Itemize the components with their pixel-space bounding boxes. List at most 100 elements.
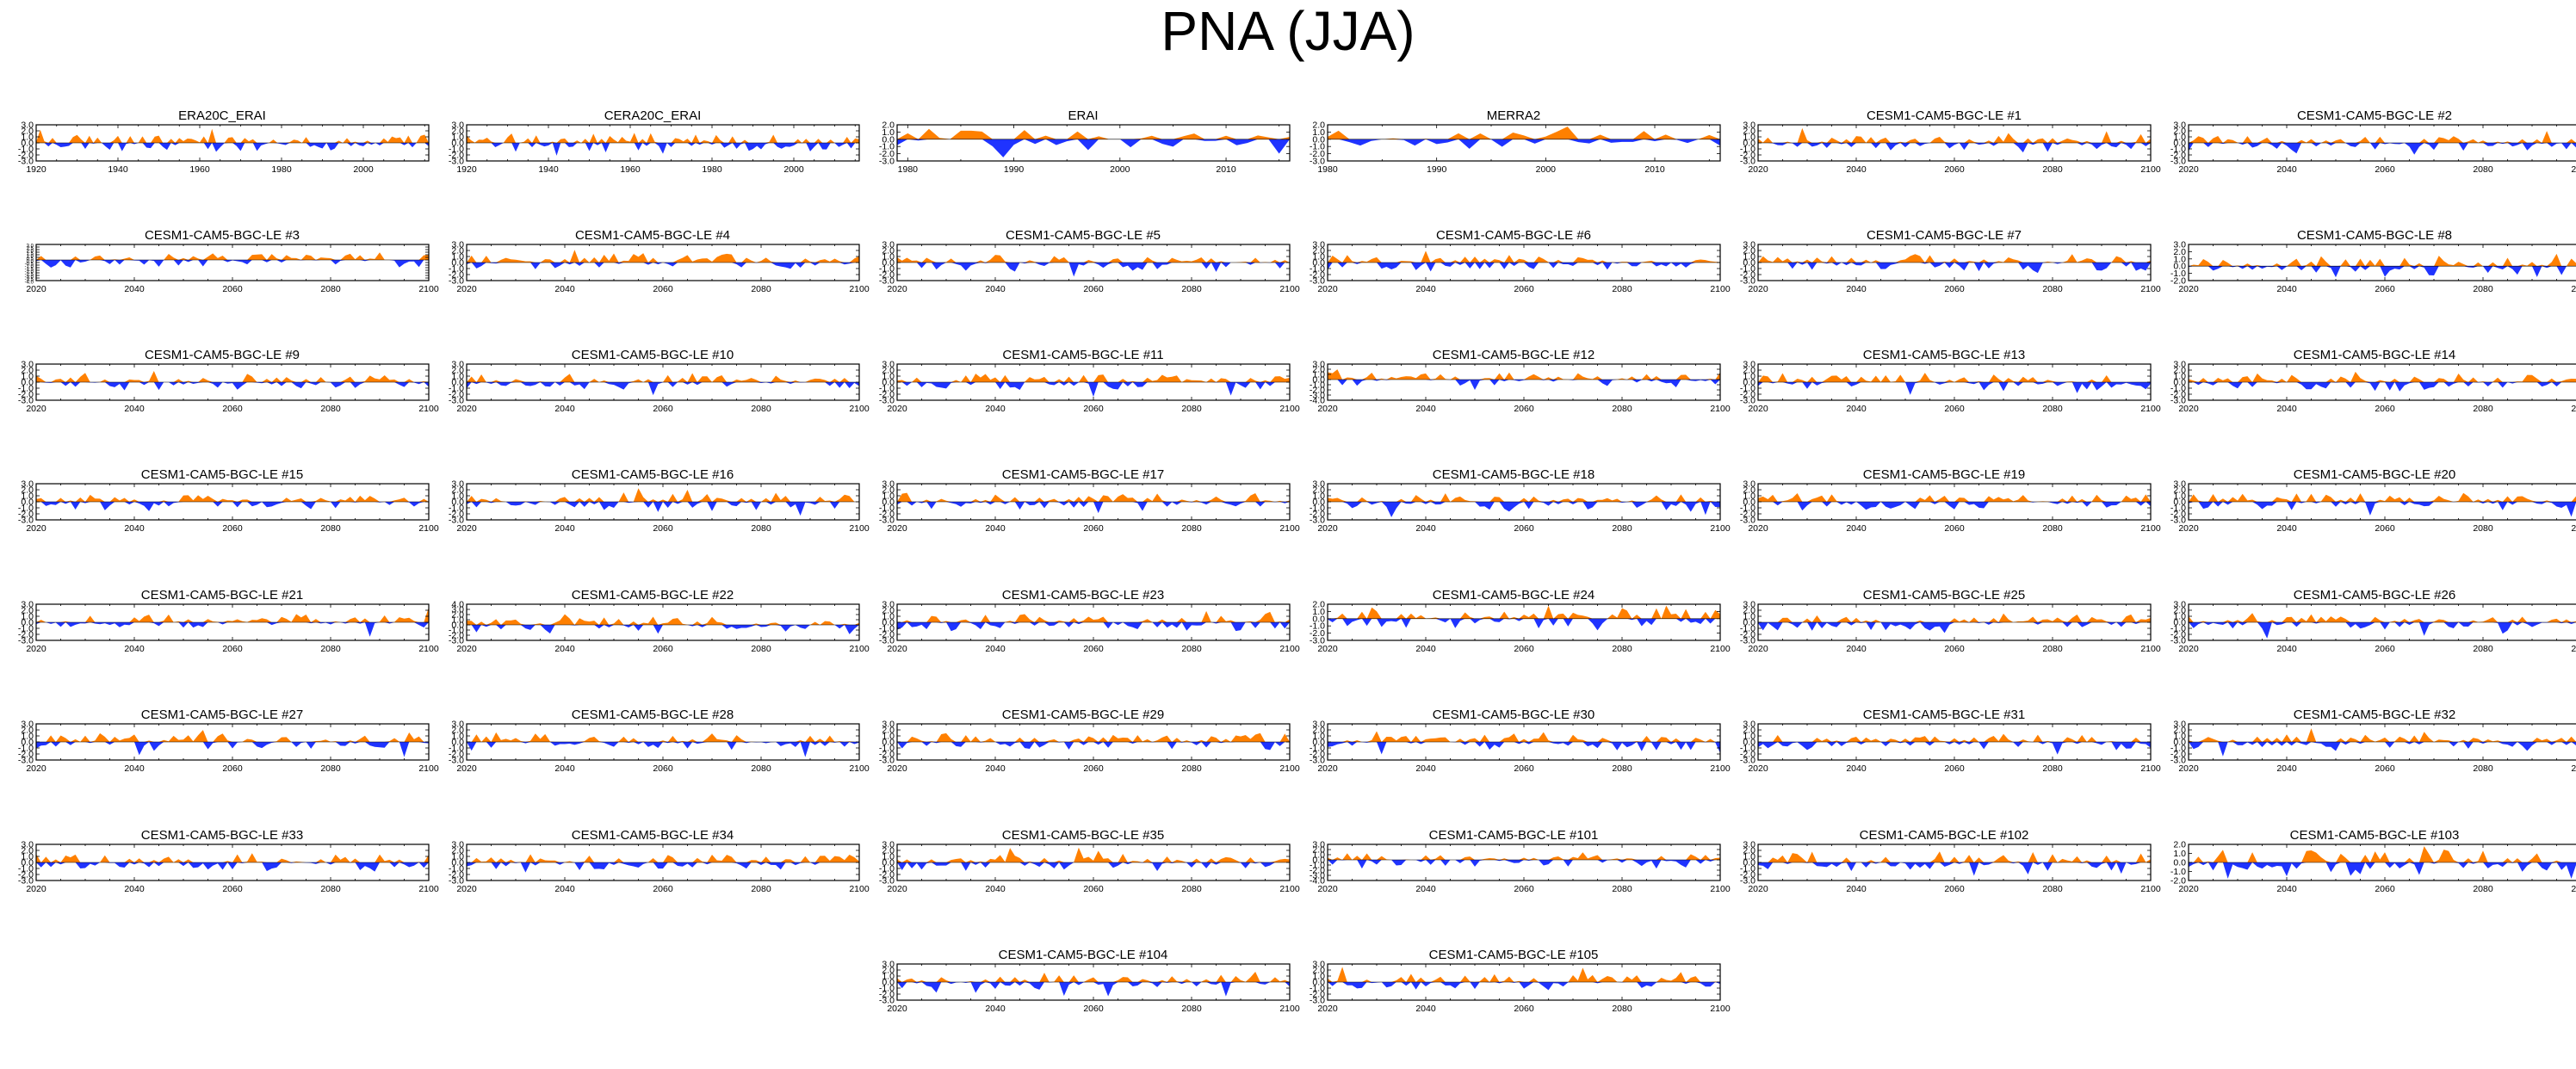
timeseries-chart: 2020 2040 2060 2080 2100 3.02.01.00.0-1.0-2.0… [1740,120,2161,176]
negative-area [1328,860,1720,869]
y-tick-label: 0.0 [21,858,34,868]
x-tick-label: 2040 [985,763,1006,774]
x-tick-label: 2080 [1612,404,1632,414]
y-tick-label: -3.0 [2170,157,2186,167]
chart-panel: CESM1-CAM5-BGC-LE #22 2020 2040 2060 2080 210… [439,589,870,661]
y-tick-label: 0.0 [882,738,895,748]
x-tick-label: 2040 [985,884,1006,894]
negative-area [2189,742,2576,757]
chart-panel: CESM1-CAM5-BGC-LE #32 2020 2040 2060 2080 210… [2161,708,2576,781]
y-tick-label: 1.0 [1743,852,1756,862]
negative-area [467,502,859,516]
timeseries-chart: 2020 2040 2060 2080 2100 3.02.01.00.0-1.0-2.0… [1310,960,1731,1015]
y-tick-label: 0.0 [1743,139,1756,149]
y-tick-label: -2.0 [2170,276,2186,287]
negative-area [2189,266,2576,278]
timeseries-chart: 2020 2040 2060 2080 2100 3.02.01.00.0-1.0-2.0… [2170,600,2576,654]
x-tick-label: 2060 [653,763,673,774]
x-tick-label: 2020 [456,763,477,774]
panel-title: CESM1-CAM5-BGC-LE #32 [2293,708,2456,722]
x-tick-label: 2100 [1710,644,1731,654]
timeseries-chart: 2020 2040 2060 2080 2100 3.02.01.00.0-1.0-2.0… [449,720,870,775]
x-tick-label: 2080 [2473,284,2493,294]
y-tick-label: -3.5 [25,278,34,283]
positive-area [467,373,859,382]
y-tick-label: 3.0 [21,120,34,131]
y-tick-label: 0.0 [882,618,895,628]
y-tick-label: 1.0 [451,491,464,502]
panel-title: CESM1-CAM5-BGC-LE #33 [140,828,304,843]
plot-frame [1327,843,1721,881]
positive-area [897,847,1290,862]
y-tick-label: 1.0 [882,372,895,382]
y-tick-label: 3.0 [2173,479,2186,490]
panel-title: CESM1-CAM5-BGC-LE #25 [1862,588,2026,602]
x-tick-label: 2080 [1612,644,1632,654]
x-tick-label: 2020 [1317,644,1338,654]
panel-title: CESM1-CAM5-BGC-LE #20 [2293,467,2456,482]
y-tick-label: -2.0 [2170,876,2186,887]
y-tick-label: 1.0 [882,732,895,742]
positive-area [2189,492,2576,502]
y-tick-label: 0.5 [27,257,34,263]
y-tick-label: -2.0 [449,151,464,161]
y-tick-label: -1.0 [879,264,895,275]
y-tick-label: 0.0 [21,378,34,388]
y-tick-label: -1.0 [1740,744,1756,754]
timeseries-chart: 2020 2040 2060 2080 2100 3.02.01.00.0-1.0-2.0… [18,360,439,415]
y-tick-label: 3.0 [451,240,464,250]
y-tick-label: -2.0 [2170,630,2186,640]
x-tick-label: 2080 [751,284,771,294]
x-tick-label: 2020 [26,884,46,894]
y-tick-label: 3.0 [21,840,34,850]
y-tick-label: -2.0 [449,870,464,881]
y-tick-label: -3.0 [1740,276,1756,287]
y-tick-label: 1.0 [1312,972,1325,982]
y-tick-label: -1.0 [18,744,34,754]
y-tick-label: 2.0 [21,606,34,616]
y-tick-label: -2.0 [879,870,895,881]
x-tick-label: 2100 [2571,523,2576,534]
x-tick-label: 2020 [456,404,477,414]
x-tick-label: 2020 [1317,404,1338,414]
x-tick-label: 2100 [2140,284,2161,294]
y-tick-label: -1.0 [1740,384,1756,394]
chart-panel: CESM1-CAM5-BGC-LE #27 2020 2040 2060 2080 210… [9,708,439,781]
y-tick-label: -2.0 [18,390,34,400]
plot-frame [1327,603,1721,641]
timeseries-chart: 2020 2040 2060 2080 2100 3.02.01.00.0-1.0-2.0… [1310,720,1731,775]
positive-area [1328,369,1720,380]
y-tick-label: -3.0 [449,516,464,526]
negative-area [467,625,859,634]
positive-area [467,614,859,625]
x-tick-label: 2100 [1710,763,1731,774]
positive-area [1328,127,1720,139]
x-tick-label: 2080 [320,523,341,534]
x-tick-label: 2040 [1415,404,1436,414]
y-tick-label: -2.0 [1740,510,1756,520]
x-tick-label: 2100 [2140,644,2161,654]
y-tick-label: -1.0 [449,384,464,394]
y-tick-label: 2.0 [1312,600,1325,610]
positive-area [1758,733,2151,742]
y-tick-label: 0.0 [882,497,895,508]
y-tick-label: -3.0 [2170,636,2186,646]
plot-frame [896,124,1291,162]
negative-area [1758,622,2151,633]
y-tick-label: -3.0 [25,275,34,281]
y-tick-label: -3.0 [879,756,895,766]
x-tick-label: 2080 [2473,404,2493,414]
y-tick-label: 1.0 [882,252,895,263]
positive-area [36,607,429,622]
x-tick-label: 2100 [1710,1004,1731,1014]
x-tick-label: 2020 [456,284,477,294]
x-tick-label: 2040 [1415,1004,1436,1014]
y-tick-label: -2.0 [1310,386,1325,396]
x-tick-label: 2060 [1514,763,1534,774]
x-tick-label: 2080 [1181,284,1202,294]
y-tick-label: 2.0 [451,246,464,256]
y-tick-label: 3.0 [27,244,34,250]
y-tick-label: -2.0 [879,990,895,1000]
timeseries-chart: 2020 2040 2060 2080 2100 3.02.01.00.0-1.0-2.0… [18,840,439,895]
timeseries-chart: 2020 2040 2060 2080 2100 3.02.01.00.0-1.0-2.0… [1740,360,2161,415]
